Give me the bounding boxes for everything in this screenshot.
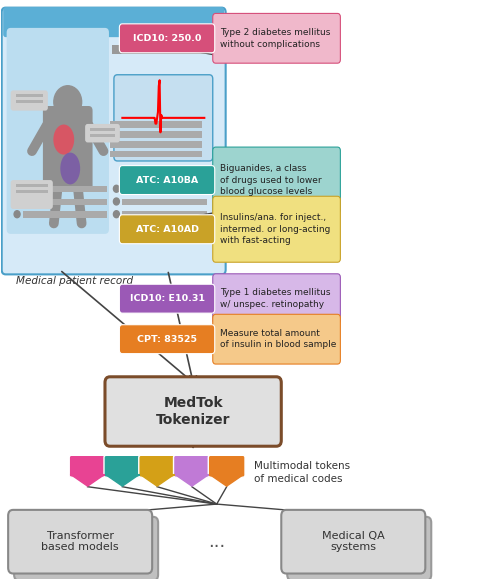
FancyBboxPatch shape (139, 455, 175, 477)
FancyBboxPatch shape (208, 455, 245, 477)
Bar (123, 198, 207, 205)
FancyBboxPatch shape (14, 517, 158, 580)
Circle shape (114, 198, 120, 205)
Circle shape (14, 198, 20, 205)
FancyBboxPatch shape (120, 166, 215, 194)
Polygon shape (175, 475, 208, 486)
Circle shape (114, 211, 120, 218)
Text: ATC: A10BA: ATC: A10BA (136, 176, 198, 184)
FancyBboxPatch shape (8, 510, 152, 574)
FancyBboxPatch shape (1, 8, 226, 274)
FancyBboxPatch shape (213, 147, 340, 213)
FancyBboxPatch shape (120, 284, 215, 313)
Bar (123, 211, 207, 218)
FancyBboxPatch shape (114, 75, 213, 161)
FancyBboxPatch shape (120, 215, 215, 244)
FancyBboxPatch shape (10, 90, 48, 111)
Bar (110, 141, 202, 148)
Bar (5, 21, 222, 34)
Bar (110, 131, 202, 138)
Text: ATC: A10AD: ATC: A10AD (135, 224, 199, 234)
Bar (123, 186, 207, 192)
FancyBboxPatch shape (10, 180, 53, 209)
FancyBboxPatch shape (105, 377, 281, 446)
Bar (110, 151, 202, 158)
Bar (113, 45, 207, 54)
FancyBboxPatch shape (3, 7, 224, 37)
FancyBboxPatch shape (281, 510, 425, 574)
Bar (90, 128, 115, 131)
Bar (15, 190, 48, 193)
Text: Multimodal tokens
of medical codes: Multimodal tokens of medical codes (254, 461, 350, 484)
FancyBboxPatch shape (287, 517, 431, 580)
FancyBboxPatch shape (85, 124, 120, 143)
Text: Type 1 diabetes mellitus
w/ unspec. retinopathy: Type 1 diabetes mellitus w/ unspec. reti… (220, 288, 330, 309)
Circle shape (14, 185, 20, 192)
Text: Transformer
based models: Transformer based models (41, 531, 119, 553)
FancyBboxPatch shape (6, 28, 109, 234)
Polygon shape (210, 475, 243, 486)
Polygon shape (106, 475, 139, 486)
Circle shape (54, 86, 82, 118)
Bar (23, 198, 108, 205)
FancyBboxPatch shape (120, 325, 215, 354)
Bar (15, 100, 43, 103)
Text: Medical patient record: Medical patient record (15, 276, 133, 285)
Text: Measure total amount
of insulin in blood sample: Measure total amount of insulin in blood… (220, 329, 336, 349)
FancyBboxPatch shape (69, 455, 106, 477)
Ellipse shape (60, 153, 80, 184)
Text: ICD10: E10.31: ICD10: E10.31 (129, 294, 205, 303)
FancyBboxPatch shape (43, 106, 93, 190)
FancyBboxPatch shape (213, 314, 340, 364)
FancyBboxPatch shape (213, 13, 340, 63)
Bar (23, 211, 108, 218)
Text: Medical QA
systems: Medical QA systems (322, 531, 384, 553)
Circle shape (14, 211, 20, 218)
Circle shape (114, 185, 120, 192)
Text: MedTok
Tokenizer: MedTok Tokenizer (156, 396, 231, 427)
Ellipse shape (53, 125, 74, 155)
Text: Type 2 diabetes mellitus
without complications: Type 2 diabetes mellitus without complic… (220, 28, 330, 49)
Bar (90, 134, 115, 137)
Polygon shape (71, 475, 104, 486)
Text: Insulins/ana. for inject.,
intermed. or long-acting
with fast-acting: Insulins/ana. for inject., intermed. or … (220, 213, 330, 245)
Text: Biguanides, a class
of drugs used to lower
blood glucose levels: Biguanides, a class of drugs used to low… (220, 164, 321, 196)
FancyBboxPatch shape (213, 196, 340, 262)
Text: ICD10: 250.0: ICD10: 250.0 (133, 34, 201, 43)
Bar (110, 121, 202, 128)
Bar (15, 95, 43, 97)
FancyBboxPatch shape (120, 24, 215, 53)
Bar (15, 184, 48, 187)
Text: ...: ... (208, 532, 226, 550)
FancyBboxPatch shape (213, 274, 340, 324)
Polygon shape (141, 475, 173, 486)
FancyBboxPatch shape (173, 455, 210, 477)
FancyBboxPatch shape (104, 455, 141, 477)
Bar (23, 186, 108, 192)
Text: CPT: 83525: CPT: 83525 (137, 335, 197, 344)
